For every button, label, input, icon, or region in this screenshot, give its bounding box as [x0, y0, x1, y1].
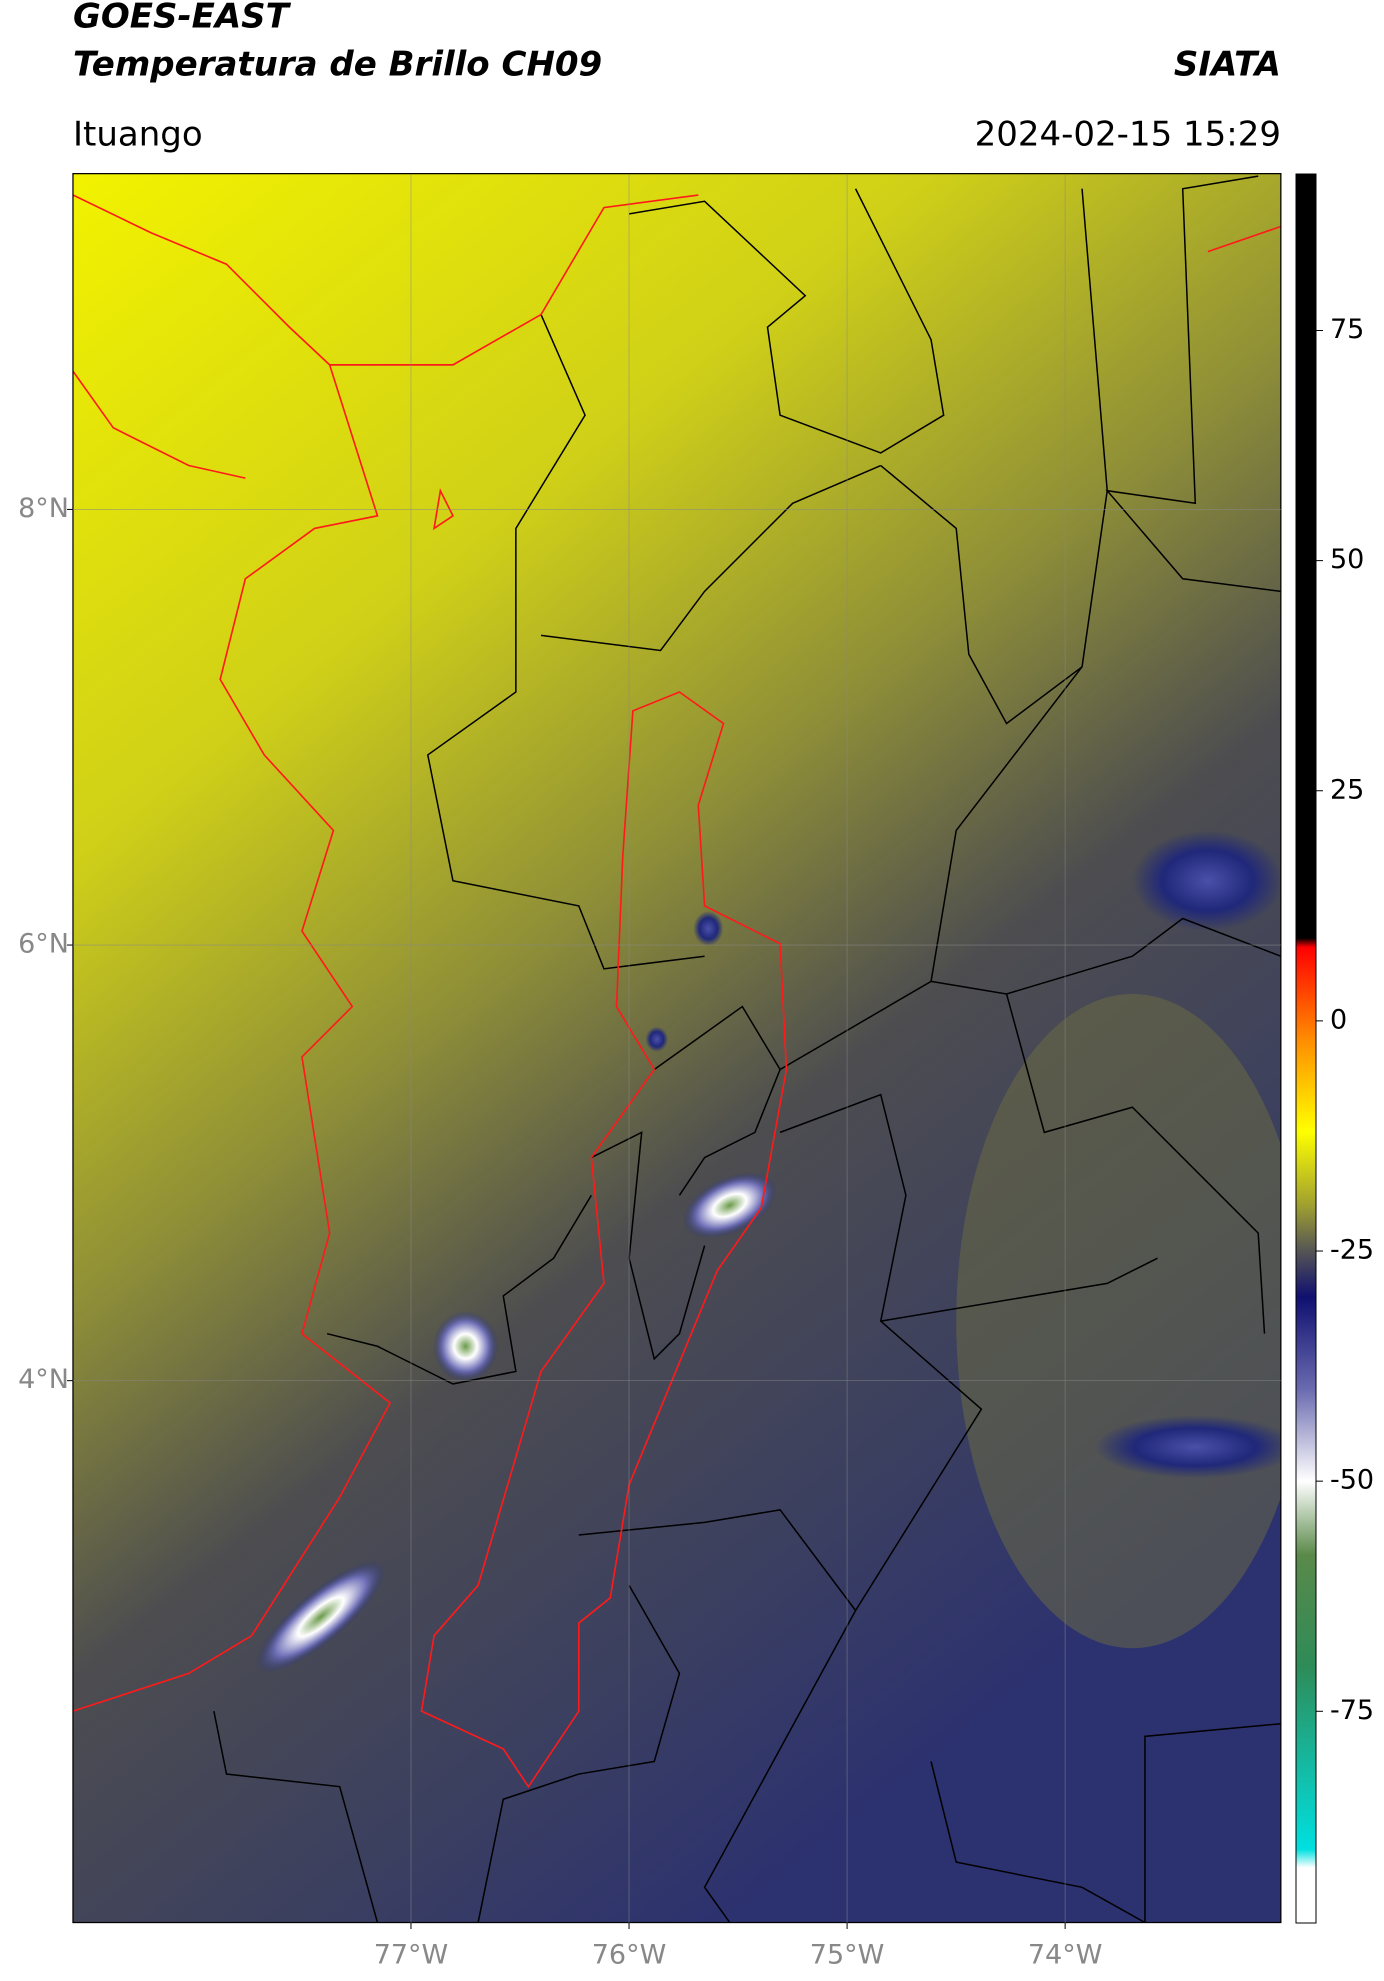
map	[72, 173, 1282, 1924]
basin-outline	[420, 691, 788, 1789]
cold-patch	[1132, 830, 1281, 932]
location: Ituango	[73, 115, 203, 155]
map-frame	[72, 173, 1282, 1924]
colorbar-tick-label: 25	[1330, 774, 1364, 805]
x-tick-label: 75°W	[810, 1940, 885, 1971]
colorbar-tick-label: -75	[1330, 1695, 1374, 1726]
source: SIATA	[1174, 45, 1281, 85]
storm-cell	[432, 1311, 499, 1382]
cold-patch	[693, 910, 724, 947]
colorbar-tick-label: -25	[1330, 1235, 1374, 1266]
field-patch	[956, 994, 1281, 1649]
y-tick-label: 8°N	[18, 493, 69, 524]
boundary	[213, 175, 1281, 1923]
cold-patch	[1094, 1415, 1281, 1479]
y-tick-label: 4°N	[18, 1364, 69, 1395]
coastline	[72, 194, 1281, 1712]
cold-patch	[645, 1026, 669, 1052]
y-tick-label: 6°N	[18, 929, 69, 960]
storm-cell	[682, 1172, 777, 1239]
title: GOES-EAST	[73, 0, 292, 37]
subtitle: Temperatura de Brillo CH09	[73, 45, 602, 85]
colorbar-tick-label: 50	[1330, 544, 1364, 575]
colorbar-tick-label: -50	[1330, 1465, 1374, 1496]
x-tick-label: 76°W	[592, 1940, 667, 1971]
colorbar	[1295, 173, 1317, 1924]
timestamp: 2024-02-15 15:29	[975, 115, 1281, 155]
colorbar-tick-label: 0	[1330, 1004, 1347, 1035]
x-tick-label: 77°W	[374, 1940, 449, 1971]
colorbar-tick-label: 75	[1330, 314, 1364, 345]
x-tick-label: 74°W	[1028, 1940, 1103, 1971]
storm-cell	[256, 1560, 386, 1673]
